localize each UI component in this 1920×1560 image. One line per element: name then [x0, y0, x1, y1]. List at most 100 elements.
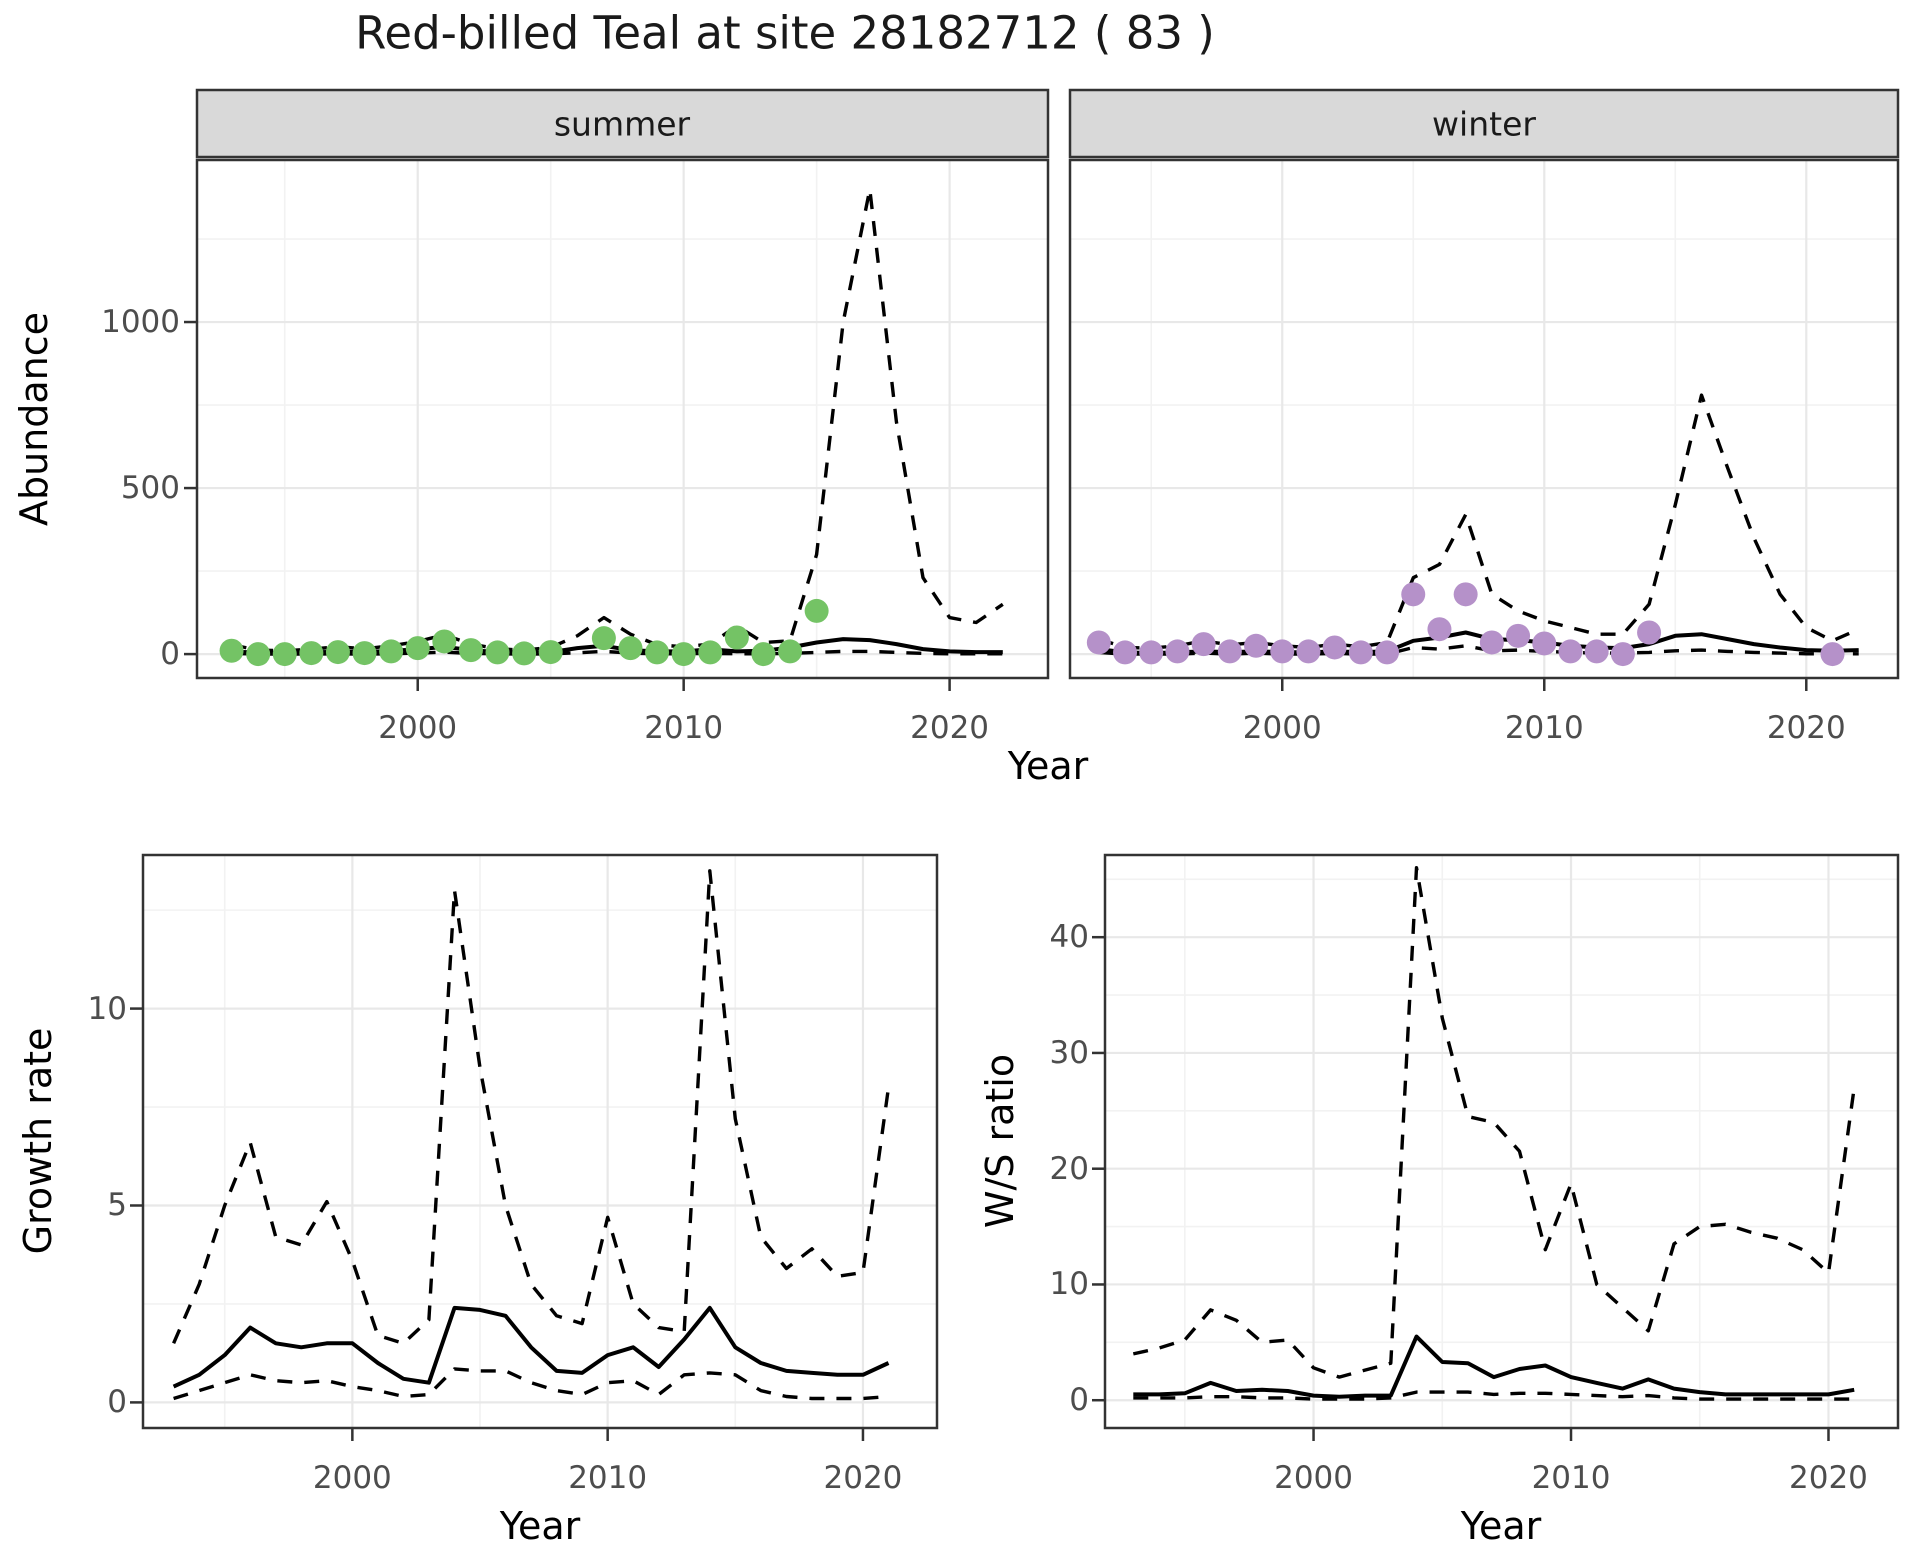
series-lower_ci — [173, 1367, 889, 1401]
x-tick-label: 2000 — [1242, 710, 1322, 746]
x-tick-label: 2000 — [378, 710, 458, 746]
y-tick-label: 0 — [107, 1384, 127, 1421]
data-point — [352, 641, 377, 666]
x-tick-label: 2020 — [1789, 1460, 1868, 1496]
series-lower_ci — [1098, 644, 1859, 656]
gridlines-major — [1105, 855, 1898, 1428]
ws-x-axis-title: Year — [1460, 1504, 1542, 1548]
gridlines-major — [143, 855, 937, 1428]
x-tick-label: 2010 — [1504, 710, 1584, 746]
y-tick-label: 1000 — [101, 304, 180, 341]
data-point — [1584, 639, 1609, 664]
data-point — [591, 626, 616, 651]
y-tick-label: 5 — [107, 1187, 127, 1224]
series-upper_ci — [1098, 393, 1860, 650]
gridlines-minor — [1105, 855, 1898, 1428]
panel-abundance_summer — [184, 88, 1050, 691]
y-tick-label: 0 — [1069, 1382, 1089, 1419]
data-point — [246, 642, 271, 667]
axis-ticks — [1092, 935, 1830, 1441]
x-tick-label: 2020 — [823, 1460, 903, 1496]
data-point — [645, 640, 670, 665]
series-upper_ci — [231, 187, 1004, 653]
data-point — [1820, 642, 1845, 667]
data-point — [458, 638, 483, 663]
data-point — [724, 625, 749, 650]
data-point — [1506, 623, 1531, 648]
panel-border — [1103, 853, 1900, 1430]
y-tick-label: 40 — [1049, 919, 1089, 956]
y-tick-label: 0 — [160, 636, 180, 673]
data-point — [1348, 640, 1373, 665]
growth-y-axis-title: Growth rate — [16, 1027, 60, 1255]
data-point — [432, 629, 457, 654]
data-point — [698, 640, 723, 665]
axis-ticks — [184, 320, 951, 691]
panel-border — [195, 158, 1050, 680]
y-tick-label: 10 — [1049, 1266, 1089, 1303]
data-point — [1270, 639, 1295, 664]
x-tick-label: 2000 — [1274, 1460, 1353, 1496]
data-point — [1217, 639, 1242, 664]
data-point — [1191, 632, 1216, 657]
panel-background — [1105, 855, 1898, 1428]
data-point — [538, 640, 563, 665]
y-tick-label: 30 — [1049, 1034, 1089, 1071]
data-point — [1637, 620, 1662, 645]
gridlines-minor — [197, 160, 1048, 678]
gridlines-major — [1070, 160, 1898, 678]
axis-ticks — [130, 1007, 865, 1441]
data-point — [1532, 631, 1557, 656]
data-point — [219, 638, 244, 663]
facet-strip-label-winter: winter — [1432, 104, 1536, 144]
data-point — [1322, 635, 1347, 660]
data-point — [751, 642, 776, 667]
data-point — [272, 642, 297, 667]
data-point — [1427, 617, 1452, 642]
growth-x-axis-title: Year — [499, 1504, 581, 1548]
data-point — [1479, 630, 1504, 655]
data-point — [618, 636, 643, 661]
panel-background — [197, 160, 1048, 678]
data-point — [1244, 633, 1269, 658]
x-tick-label: 2010 — [644, 710, 724, 746]
facet-strip — [1068, 88, 1900, 159]
data-point — [778, 639, 803, 664]
data-point — [671, 642, 696, 667]
x-tick-label: 2020 — [1766, 710, 1846, 746]
data-point — [1610, 642, 1635, 667]
observation-points — [219, 598, 829, 667]
data-point — [1086, 630, 1111, 655]
series-median — [172, 1305, 890, 1389]
panel-background — [143, 855, 937, 1428]
facet-strip — [195, 88, 1050, 159]
panel-ws — [1092, 853, 1900, 1441]
data-point — [379, 639, 404, 664]
panel-border — [1068, 158, 1900, 680]
data-point — [1453, 582, 1478, 607]
panel-border — [141, 853, 939, 1430]
data-point — [512, 641, 537, 666]
x-tick-label: 2010 — [1531, 1460, 1611, 1496]
axis-ticks — [1280, 678, 1808, 691]
gridlines-minor — [143, 855, 937, 1428]
ws-y-axis-title: W/S ratio — [978, 1053, 1022, 1229]
y-tick-label: 20 — [1049, 1150, 1089, 1187]
series-upper_ci — [1132, 866, 1856, 1379]
figure-title: Red-billed Teal at site 28182712 ( 83 ) — [355, 6, 1215, 60]
observation-points — [1086, 582, 1845, 667]
panel-abundance_winter — [1068, 88, 1900, 691]
facet-strip-label-summer: summer — [553, 104, 691, 144]
y-tick-label: 10 — [87, 990, 127, 1027]
data-point — [1375, 640, 1400, 665]
panel-growth — [130, 853, 939, 1441]
series-upper_ci — [172, 869, 891, 1346]
y-tick-label: 500 — [120, 470, 180, 507]
data-point — [1558, 639, 1583, 664]
data-point — [1401, 582, 1426, 607]
abundance-y-axis-title: Abundance — [12, 311, 56, 527]
x-tick-label: 2020 — [910, 710, 990, 746]
series-median — [1133, 1334, 1855, 1399]
